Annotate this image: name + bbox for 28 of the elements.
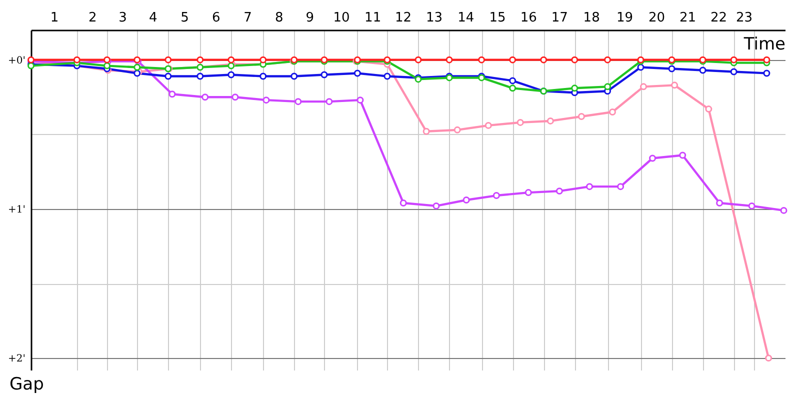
x-tick-label: 20 — [648, 10, 666, 26]
x-tick-label: 1 — [50, 10, 59, 26]
x-tick-label: 4 — [148, 10, 158, 26]
x-tick-label: 18 — [583, 10, 600, 26]
x-axis-title: Time — [742, 34, 786, 54]
x-tick-label: 5 — [180, 10, 189, 26]
x-tick-label: 19 — [616, 10, 634, 26]
x-tick-label: 17 — [551, 10, 568, 26]
x-tick-label: 23 — [736, 10, 753, 26]
x-tick-label: 2 — [88, 10, 97, 26]
y-tick-label: +0' — [8, 55, 26, 66]
x-tick-label: 8 — [274, 10, 284, 26]
x-tick-label: 12 — [394, 10, 412, 26]
x-tick-label: 13 — [426, 10, 443, 26]
x-tick-label: 7 — [244, 10, 252, 26]
y-axis-title: Gap — [10, 374, 44, 394]
x-tick-label: 16 — [520, 10, 537, 26]
x-tick-label: 6 — [212, 10, 220, 26]
x-tick-label: 15 — [489, 10, 506, 26]
y-tick-label: +2' — [8, 354, 26, 365]
x-tick-label: 3 — [118, 10, 127, 26]
x-tick-label: 11 — [364, 10, 382, 26]
x-tick-label: 21 — [679, 10, 696, 26]
x-tick-label: 9 — [306, 10, 314, 26]
x-tick-label: 10 — [333, 10, 350, 26]
x-tick-label: 14 — [458, 10, 474, 26]
x-tick-label: 22 — [710, 10, 728, 26]
y-tick-label: +1' — [8, 204, 26, 216]
